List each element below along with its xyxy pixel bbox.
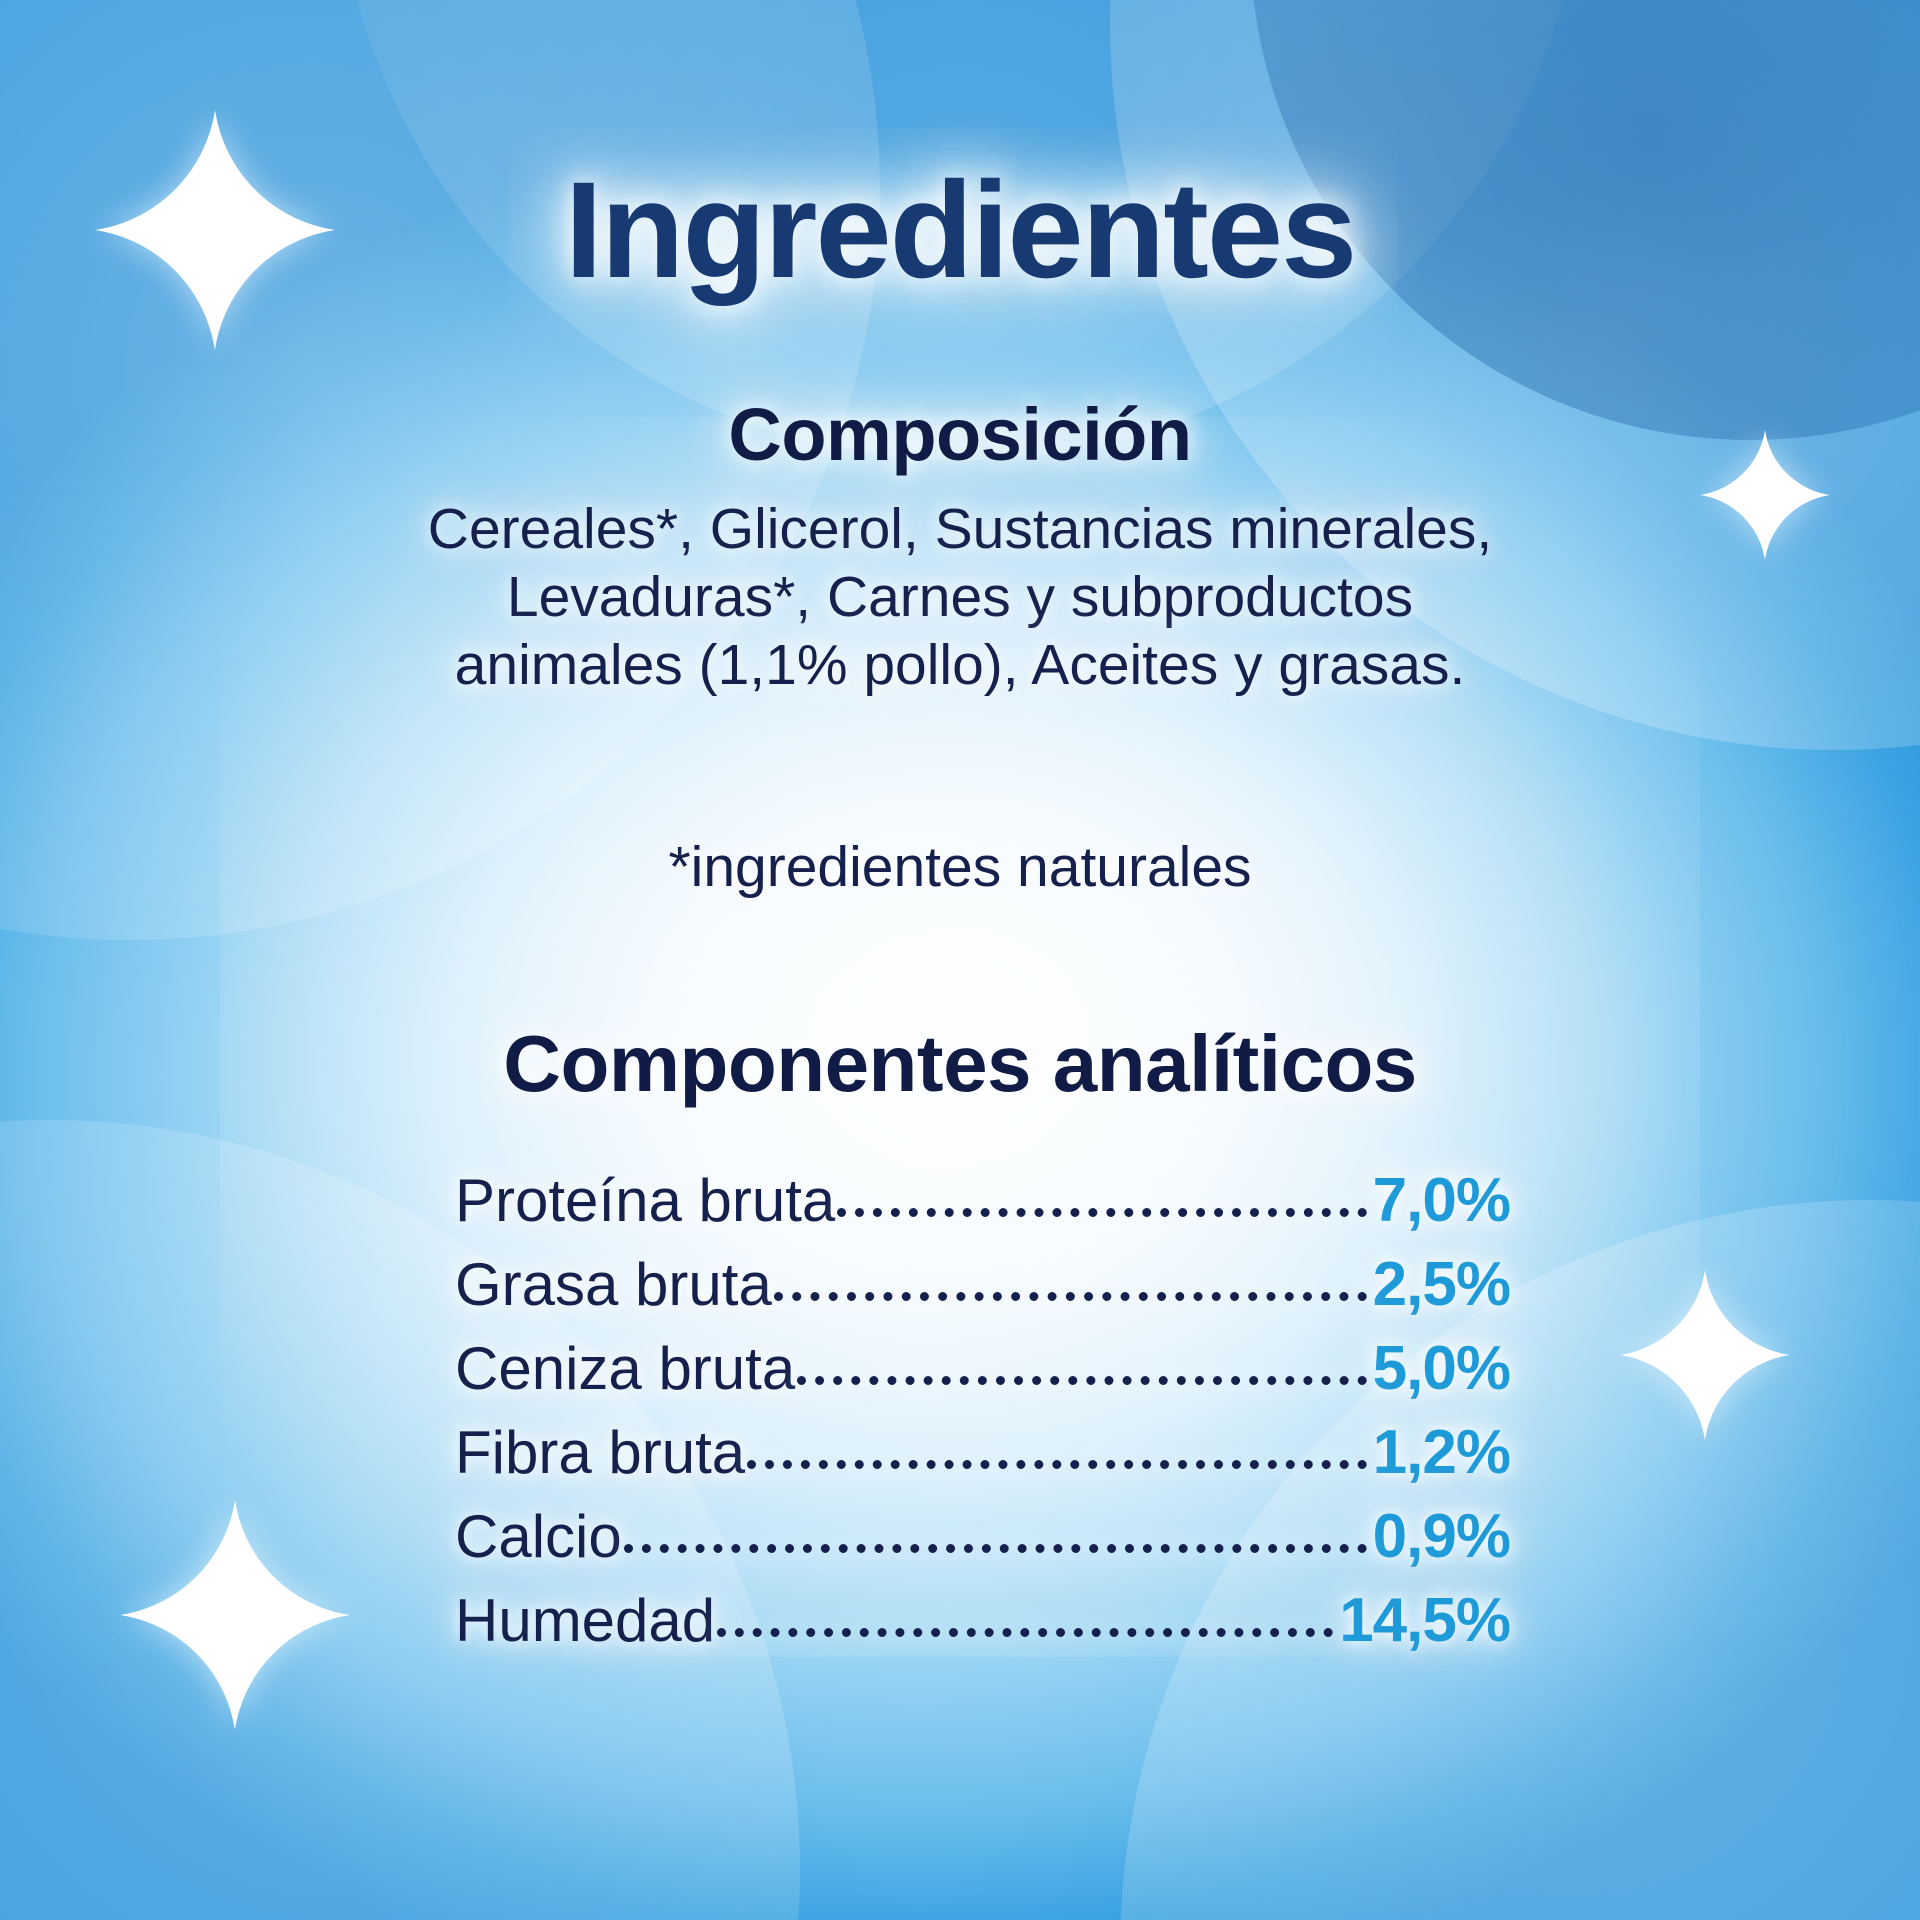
leader-dots [623, 1544, 1367, 1553]
leader-dots [747, 1460, 1367, 1469]
analytic-value: 1,2% [1372, 1418, 1511, 1487]
composition-line-2: Levaduras*, Carnes y subproductos [506, 565, 1414, 629]
analytic-row: Fibra bruta 1,2% [455, 1417, 1511, 1501]
analytic-row: Ceniza bruta 5,0% [455, 1333, 1511, 1417]
analytic-row: Humedad 14,5% [455, 1585, 1511, 1669]
analytic-label: Proteína bruta [455, 1167, 836, 1234]
composition-heading-text: Composición [728, 393, 1192, 476]
analytic-label: Calcio [455, 1503, 622, 1570]
composition-section-heading: Composición [0, 392, 1920, 477]
analytics-heading-text: Componentes analíticos [503, 1019, 1417, 1108]
composition-footnote: *ingredientes naturales [668, 835, 1252, 899]
analytic-label: Ceniza bruta [455, 1335, 796, 1402]
leader-dots [717, 1628, 1334, 1637]
analytic-value: 0,9% [1372, 1502, 1511, 1571]
page-title: Ingredientes [564, 154, 1358, 307]
composition-line-1: Cereales*, Glicerol, Sustancias minerale… [427, 497, 1493, 561]
leader-dots [797, 1376, 1367, 1385]
analytic-value: 7,0% [1372, 1166, 1511, 1235]
analytic-row: Proteína bruta 7,0% [455, 1165, 1511, 1249]
leader-dots [773, 1292, 1367, 1301]
analytic-row: Grasa bruta 2,5% [455, 1249, 1511, 1333]
analytic-value: 14,5% [1339, 1586, 1511, 1655]
analytics-section-heading: Componentes analíticos [0, 1018, 1920, 1110]
analytic-row: Calcio 0,9% [455, 1501, 1511, 1585]
analytic-value: 5,0% [1372, 1334, 1511, 1403]
leader-dots [837, 1208, 1367, 1217]
analytical-components-table: Proteína bruta 7,0% Grasa bruta 2,5% Ceniza … [455, 1165, 1511, 1669]
composition-body: Cereales*, Glicerol, Sustancias minerale… [0, 495, 1920, 699]
composition-line-3: animales (1,1% pollo), Aceites y grasas. [454, 633, 1466, 697]
analytic-label: Grasa bruta [455, 1251, 772, 1318]
analytic-label: Fibra bruta [455, 1419, 746, 1486]
analytic-label: Humedad [455, 1587, 716, 1654]
analytic-value: 2,5% [1372, 1250, 1511, 1319]
